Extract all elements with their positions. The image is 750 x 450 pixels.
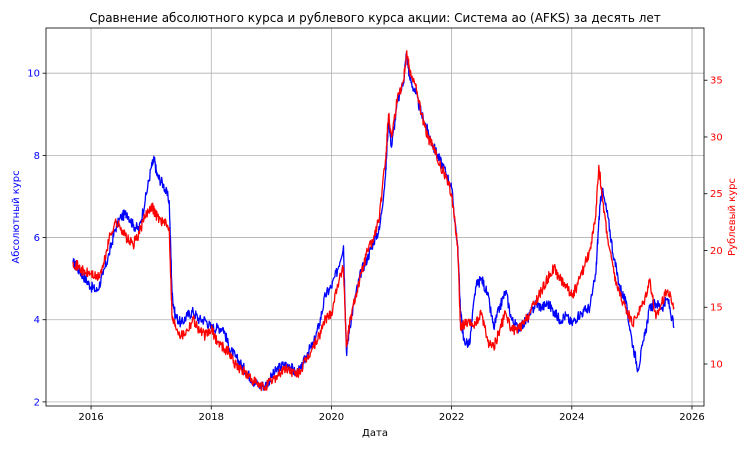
y-left-tick-label: 4 <box>34 315 40 326</box>
y-right-tick-label: 15 <box>710 303 723 314</box>
plot-frame <box>45 27 705 407</box>
x-tick-label: 2022 <box>439 412 464 423</box>
x-axis-title: Дата <box>362 428 388 439</box>
x-tick-label: 2020 <box>319 412 344 423</box>
y-right-tick-label: 30 <box>710 132 723 143</box>
x-tick-label: 2026 <box>679 412 704 423</box>
y-left-tick-label: 8 <box>34 151 40 162</box>
x-tick-label: 2016 <box>78 412 103 423</box>
y-left-tick-label: 6 <box>34 233 40 244</box>
x-tick-label: 2018 <box>199 412 224 423</box>
chart-title: Сравнение абсолютного курса и рублевого … <box>89 11 661 25</box>
y-axis-left-title: Абсолютный курс <box>11 170 22 263</box>
series-layer <box>72 50 675 392</box>
ticks-layer: 2016 2018 2020 2022 2024 2026 2 4 6 8 10 10 15 20 25 30… <box>27 69 722 423</box>
y-right-tick-label: 10 <box>710 360 723 371</box>
y-right-tick-label: 20 <box>710 246 723 257</box>
ruble-price-line <box>72 50 675 392</box>
x-tick-label: 2024 <box>559 412 584 423</box>
y-axis-right-title: Рублевый курс <box>727 178 738 256</box>
absolute-price-line <box>72 51 675 391</box>
y-right-tick-label: 35 <box>710 76 723 87</box>
y-left-tick-label: 10 <box>27 69 40 80</box>
y-left-tick-label: 2 <box>34 397 40 408</box>
y-right-tick-label: 25 <box>710 189 723 200</box>
